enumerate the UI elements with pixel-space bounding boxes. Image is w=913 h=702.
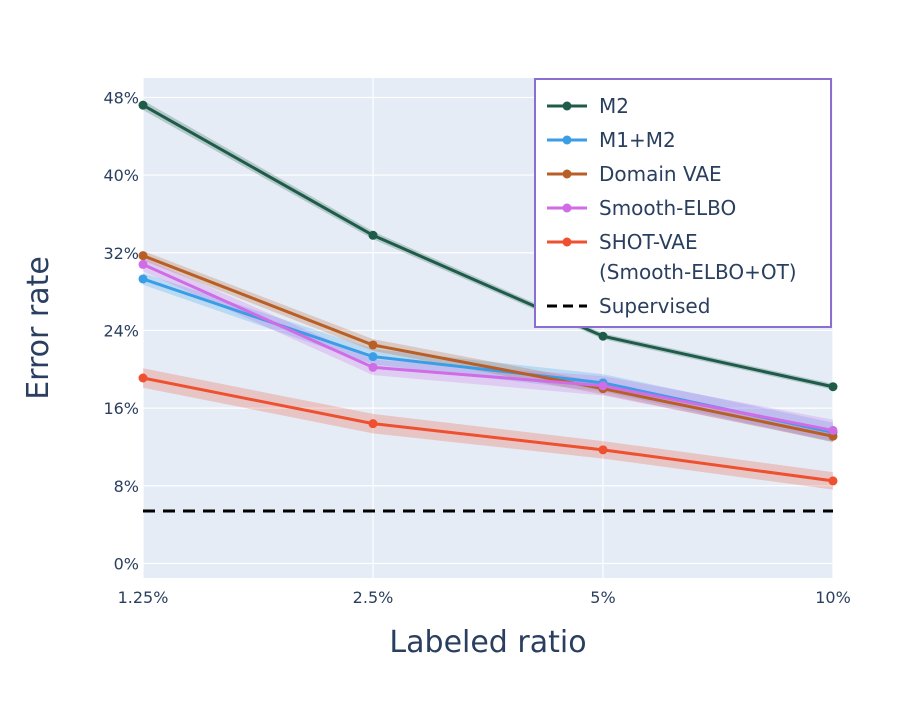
legend-label: Smooth-ELBO	[599, 196, 736, 220]
legend-swatch-marker	[562, 237, 572, 247]
data-point	[598, 331, 608, 341]
legend-swatch-marker	[562, 169, 572, 179]
data-point	[138, 251, 148, 261]
y-tick-label: 48%	[103, 88, 139, 107]
legend-box	[534, 78, 832, 328]
legend-swatch-marker	[562, 203, 572, 213]
data-point	[138, 274, 148, 284]
x-axis-title: Labeled ratio	[389, 625, 586, 660]
data-point	[368, 352, 378, 362]
series-line	[142, 254, 834, 438]
series-lines	[142, 103, 834, 483]
legend-label: SHOT-VAE	[599, 230, 698, 254]
series-line	[142, 263, 834, 432]
y-tick-label: 16%	[103, 399, 139, 418]
data-point	[138, 373, 148, 383]
y-tick-label: 24%	[103, 321, 139, 340]
x-tick-label: 1.25%	[118, 588, 169, 607]
y-axis-title: Error rate	[21, 256, 56, 400]
data-point	[368, 362, 378, 372]
data-point	[138, 259, 148, 269]
data-point	[828, 382, 838, 392]
legend-label: M2	[599, 94, 629, 118]
legend-label: Supervised	[599, 294, 710, 318]
y-tick-label: 32%	[103, 244, 139, 263]
y-tick-label: 8%	[114, 477, 139, 496]
y-tick-label: 0%	[114, 554, 139, 573]
legend-label: (Smooth-ELBO+OT)	[599, 260, 797, 284]
data-point	[828, 425, 838, 435]
series-band	[143, 368, 833, 490]
data-point	[598, 445, 608, 455]
legend-label: Domain VAE	[599, 162, 722, 186]
legend: M2 M1+M2 Domain VAE Smooth-ELBO SHOT-VAE (Smo…	[534, 78, 832, 328]
x-tick-labels: 1.25% 2.5% 5% 10%	[118, 588, 851, 607]
data-point	[598, 381, 608, 391]
legend-swatch-marker	[562, 135, 572, 145]
series-line	[142, 103, 834, 389]
x-tick-label: 10%	[815, 588, 851, 607]
legend-swatch-marker	[562, 101, 572, 111]
data-point	[368, 230, 378, 240]
y-tick-labels: 0% 8% 16% 24% 32% 40% 48%	[103, 88, 139, 573]
data-point	[368, 340, 378, 350]
series-points	[138, 100, 838, 486]
data-point	[138, 100, 148, 110]
data-point	[828, 476, 838, 486]
data-point	[368, 419, 378, 429]
legend-label: M1+M2	[599, 128, 676, 152]
x-tick-label: 5%	[590, 588, 615, 607]
series-line	[142, 376, 834, 483]
y-tick-label: 40%	[103, 166, 139, 185]
x-tick-label: 2.5%	[353, 588, 394, 607]
